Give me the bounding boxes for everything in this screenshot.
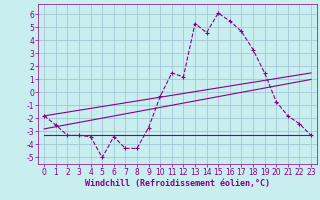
X-axis label: Windchill (Refroidissement éolien,°C): Windchill (Refroidissement éolien,°C): [85, 179, 270, 188]
